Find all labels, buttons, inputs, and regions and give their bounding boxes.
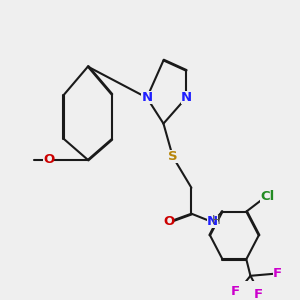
Text: F: F xyxy=(230,285,239,298)
Text: F: F xyxy=(254,288,263,300)
Text: O: O xyxy=(43,153,54,166)
Text: N: N xyxy=(207,215,218,229)
Text: F: F xyxy=(273,267,282,280)
Text: S: S xyxy=(168,150,178,163)
Text: H: H xyxy=(212,214,220,227)
Text: N: N xyxy=(181,91,192,104)
Text: N: N xyxy=(141,91,152,104)
Text: O: O xyxy=(163,215,174,229)
Text: Cl: Cl xyxy=(260,190,274,203)
